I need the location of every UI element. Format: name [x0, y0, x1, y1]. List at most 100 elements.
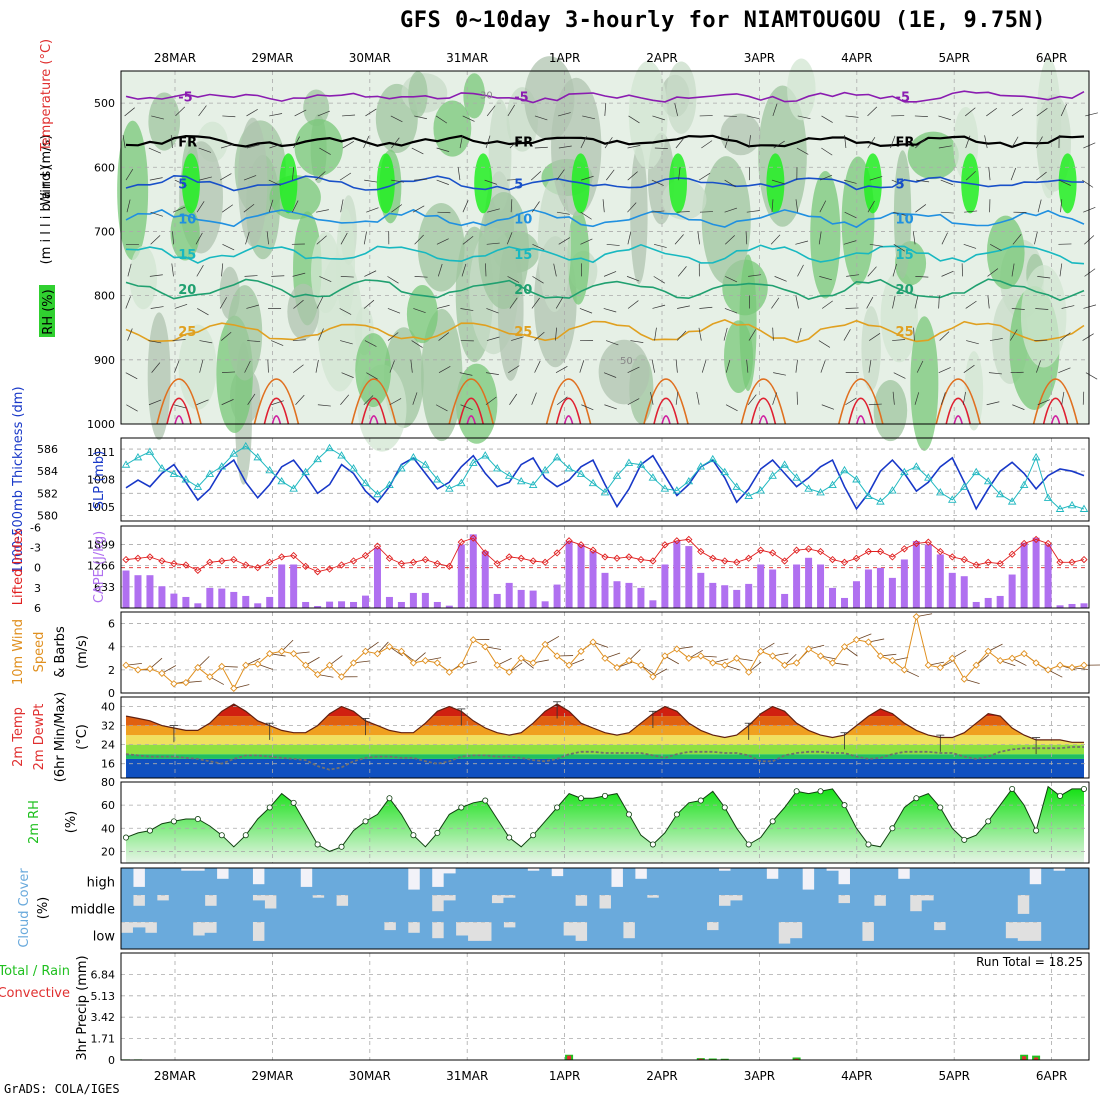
cloud-bar-high — [754, 868, 767, 895]
wind-speed-point — [529, 659, 537, 667]
cloud-level-label: low — [93, 930, 116, 945]
temp-axis-label-1-part: 2m Temp — [11, 707, 26, 767]
cloud-bar-high — [778, 868, 791, 895]
wind-barb — [674, 103, 678, 117]
cloud-bar-middle — [766, 895, 779, 922]
wind-barb — [269, 143, 282, 149]
wind-barb — [532, 276, 544, 284]
cape-bar — [350, 601, 358, 608]
lifted-index-point — [122, 555, 130, 564]
cloud-bar-middle — [348, 895, 361, 922]
cloud-bar-middle — [419, 895, 433, 922]
rh-point — [290, 799, 297, 806]
wind-barb — [915, 276, 929, 278]
slp-point — [1055, 504, 1065, 512]
isotherm-label: 5 — [896, 177, 905, 192]
cape-bar — [134, 575, 142, 608]
wind-barb — [964, 107, 976, 117]
isotherm-label: 25 — [178, 325, 196, 340]
lifted-index-point — [840, 558, 849, 566]
wind-barb — [175, 106, 186, 117]
cloud-bar-middle — [192, 895, 206, 922]
wind-frame — [120, 611, 1090, 694]
slp-point — [576, 469, 586, 477]
wind-tick: 4 — [108, 641, 115, 654]
wind-barb — [867, 106, 878, 117]
cloud-bar-middle — [360, 895, 373, 922]
cape-bar — [613, 581, 621, 608]
cape-bar — [805, 557, 813, 608]
cape-axis-label: CAPE (J/kg) — [92, 531, 107, 603]
wind-barb — [319, 276, 332, 283]
cloud-bar-middle — [563, 895, 576, 922]
rh-tick: 60 — [101, 799, 115, 812]
lifted-index-point — [505, 553, 513, 561]
cloud-bar-low — [849, 922, 863, 949]
rh-shading-blob — [417, 203, 465, 292]
wind-barb — [509, 297, 518, 309]
wind-barb — [126, 199, 131, 213]
run-total-label: Run Total = 18.25 — [976, 955, 1083, 969]
wind-barb — [651, 210, 665, 213]
wind-barb — [558, 237, 571, 245]
cloud-bar-high — [1053, 870, 1066, 895]
cloud-bar-low — [168, 922, 182, 949]
cloud-bar-low — [395, 922, 409, 949]
cloud-bar-middle — [204, 905, 218, 922]
cloud-bar-middle — [240, 895, 253, 922]
slp-point — [912, 462, 921, 470]
cloud-bar-middle — [216, 895, 230, 922]
wind-barb — [940, 211, 954, 214]
lifted-index-point — [445, 562, 453, 570]
wind-barb — [220, 331, 232, 341]
precip-frame — [120, 952, 1090, 1061]
wind-barb — [627, 300, 639, 309]
wind-speed-point — [421, 656, 430, 665]
rh-point — [1033, 827, 1040, 834]
isotherm-35 — [1042, 397, 1069, 425]
cloud-bar-middle — [479, 895, 492, 922]
rh-high-core — [863, 153, 882, 214]
wind-barb — [148, 399, 162, 406]
rh-shading-blob — [408, 71, 428, 118]
cape-bar — [553, 584, 561, 608]
isotherm-label: FR — [514, 136, 533, 151]
precip-tick: 0 — [108, 1054, 115, 1067]
cloud-bar-high — [802, 889, 815, 895]
wind-barb — [556, 169, 565, 181]
wind-barb — [627, 145, 641, 149]
wind-barb — [221, 263, 224, 277]
cloud-bar-high — [897, 878, 911, 895]
wind-barb — [869, 243, 883, 247]
wind-barb — [770, 234, 781, 245]
surface-wind-barb — [281, 639, 294, 652]
wind-barb — [724, 207, 738, 213]
lifted-index-point — [972, 561, 980, 569]
precip-convective-bar — [1022, 1056, 1027, 1060]
wind-barb — [725, 235, 735, 245]
lifted-index-point — [733, 558, 741, 566]
cloud-bar-middle — [909, 911, 923, 922]
cloud-bar-low — [754, 922, 767, 949]
wind-barb — [699, 306, 713, 309]
cape-bar — [1056, 605, 1064, 608]
cloud-bar-middle — [754, 895, 767, 922]
isotherm-40 — [758, 415, 769, 425]
wind-barb — [555, 327, 557, 341]
cloud-bar-low — [216, 922, 230, 949]
wind-barb — [650, 391, 654, 405]
rh-point — [889, 825, 896, 832]
rh-point — [386, 795, 393, 802]
cloud-bar-high — [885, 868, 899, 895]
wind-speed-point — [481, 643, 489, 651]
wind-barb — [605, 340, 619, 346]
wind-barb — [724, 308, 738, 314]
wind-barb — [342, 114, 356, 117]
rh-point — [123, 834, 130, 841]
cape-bar — [122, 570, 130, 608]
slp-point — [971, 467, 981, 476]
wind-barb — [987, 268, 999, 277]
isotherm-20 — [125, 278, 1085, 302]
wind-barb — [1011, 308, 1025, 310]
cloud-bar-middle — [336, 905, 349, 922]
